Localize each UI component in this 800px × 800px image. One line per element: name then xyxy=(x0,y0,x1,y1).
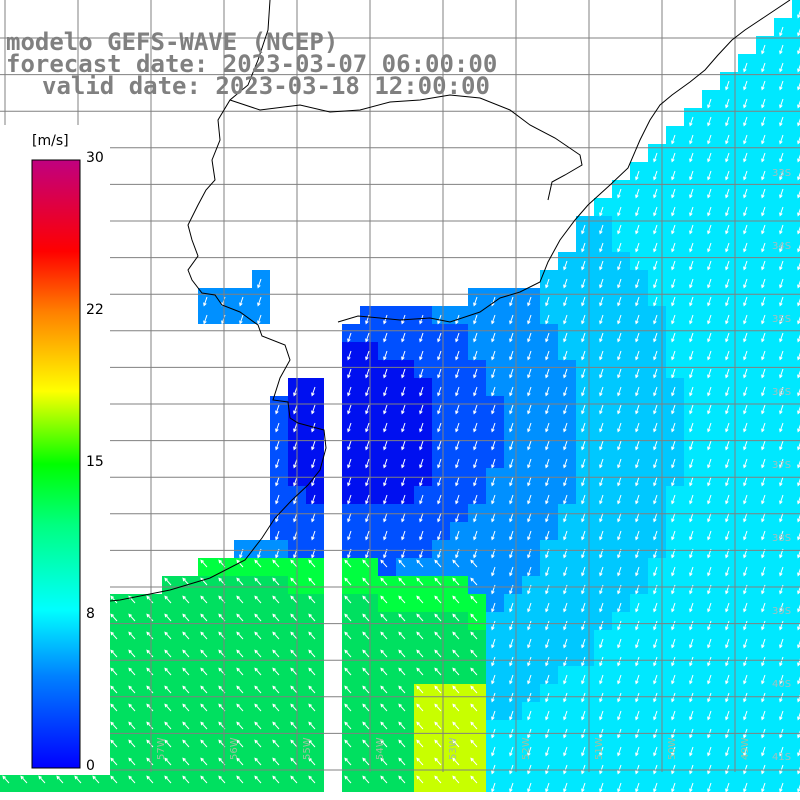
lon-label: 55W xyxy=(302,737,313,760)
lat-label: 41S xyxy=(772,752,791,763)
lat-label: 38S xyxy=(772,533,791,544)
lon-label: 53W xyxy=(448,737,459,760)
lon-label: 51W xyxy=(594,737,605,760)
colorbar-tick-30: 30 xyxy=(86,150,104,166)
colorbar-unit: [m/s] xyxy=(32,133,69,149)
lat-label: 39S xyxy=(772,606,791,617)
colorbar-tick-8: 8 xyxy=(86,606,95,622)
colorbar-tick-15: 15 xyxy=(86,454,104,470)
lon-label: 52W xyxy=(521,737,532,760)
lon-label: 56W xyxy=(229,737,240,760)
lat-label: 35S xyxy=(772,314,791,325)
lon-label: 49W xyxy=(740,737,751,760)
lat-label: 33S xyxy=(772,168,791,179)
lon-label: 57W xyxy=(156,737,167,760)
colorbar xyxy=(32,160,80,768)
lat-label: 34S xyxy=(772,241,791,252)
colorbar-tick-22: 22 xyxy=(86,302,104,318)
lat-label: 40S xyxy=(772,679,791,690)
lat-label: 36S xyxy=(772,387,791,398)
lon-label: 54W xyxy=(375,737,386,760)
title-valid-date: valid date: 2023-03-18 12:00:00 xyxy=(42,74,490,98)
lon-label: 50W xyxy=(667,737,678,760)
colorbar-tick-0: 0 xyxy=(86,758,95,774)
lat-label: 37S xyxy=(772,460,791,471)
